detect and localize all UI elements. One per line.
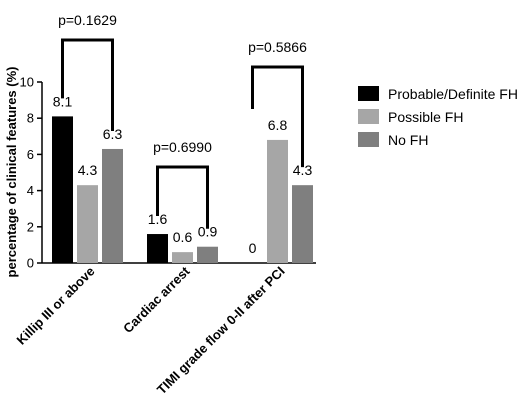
data-label: 6.8 [268, 117, 288, 133]
bar [197, 246, 218, 263]
bar [77, 185, 98, 263]
significance-bracket [156, 165, 209, 229]
significance-bracket [61, 38, 114, 131]
legend-swatch [358, 109, 379, 124]
p-value-label: p=0.6990 [153, 139, 212, 155]
data-label: 0.9 [198, 224, 218, 240]
x-tick-label: Killip III or above [13, 264, 97, 348]
legend-swatch [358, 86, 379, 101]
data-label: 1.6 [148, 211, 168, 227]
data-label: 8.1 [53, 93, 73, 109]
bar [267, 139, 288, 263]
legend-label: No FH [388, 132, 428, 148]
data-label: 4.3 [293, 162, 313, 178]
y-tick-label: 4 [27, 183, 34, 198]
significance-bracket [251, 65, 304, 168]
bar [172, 252, 193, 263]
p-value-label: p=0.1629 [58, 12, 117, 28]
data-label: 6.3 [103, 126, 123, 142]
data-label: 0 [249, 240, 257, 256]
y-tick-label: 0 [27, 256, 34, 271]
data-label: 4.3 [78, 162, 98, 178]
y-tick-label: 6 [27, 147, 34, 162]
bar [52, 116, 73, 263]
legend-swatch [358, 132, 379, 147]
x-tick-label: Cardiac arrest [120, 263, 193, 336]
bar [147, 234, 168, 263]
y-tick-label: 8 [27, 111, 34, 126]
bar [292, 185, 313, 263]
data-label: 0.6 [173, 229, 193, 245]
y-tick-label: 10 [20, 75, 34, 90]
y-axis-title: percentage of clinical features (%) [4, 67, 19, 278]
p-value-label: p=0.5866 [248, 39, 307, 55]
legend-label: Possible FH [388, 109, 463, 125]
y-tick-label: 2 [27, 219, 34, 234]
legend-label: Probable/Definite FH [388, 86, 518, 102]
bar [102, 148, 123, 263]
